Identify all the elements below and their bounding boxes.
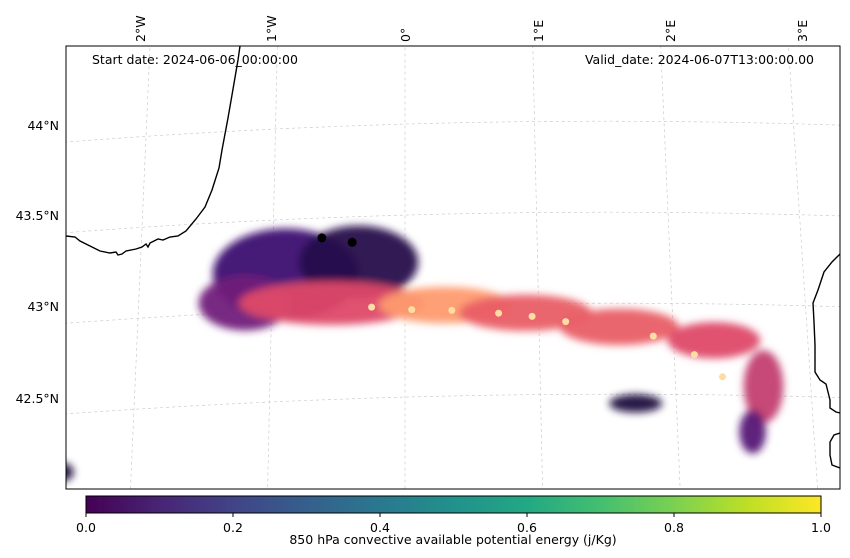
cape-region: [299, 225, 419, 299]
cape-blobs: [66, 225, 784, 481]
latitude-tick-label: 44°N: [27, 118, 59, 133]
valid-date-label: Valid_date: 2024-06-07T13:00:00.00: [585, 52, 814, 67]
longitude-tick-label: 2°W: [133, 15, 148, 42]
cape-core: [495, 309, 503, 317]
longitude-tick-label: 3°E: [795, 20, 810, 42]
colorbar-tick-label: 0.8: [664, 520, 684, 535]
station-markers: [317, 233, 357, 247]
station-marker: [347, 237, 357, 247]
parallel-line: [66, 120, 840, 143]
longitude-tick-label: 1°E: [531, 20, 546, 42]
colorbar-tick-label: 0.2: [223, 520, 243, 535]
longitude-tick-label: 0°: [398, 28, 413, 42]
colorbar-tick-label: 0.6: [517, 520, 537, 535]
cape-core: [408, 306, 416, 314]
colorbar-tick-label: 1.0: [811, 520, 831, 535]
meridian-line: [267, 46, 278, 489]
coastline-east-island: [829, 432, 840, 469]
colorbar-tick-label: 0.4: [370, 520, 390, 535]
meridian-line: [130, 46, 151, 489]
latitude-tick-labels: 44°N 43.5°N 43°N 42.5°N: [16, 118, 59, 406]
parallel-line: [66, 211, 840, 234]
colorbar: [85, 495, 822, 514]
latitude-tick-label: 42.5°N: [16, 391, 59, 406]
meridian-line: [532, 46, 543, 489]
cape-region: [667, 322, 761, 359]
longitude-tick-label: 2°E: [663, 20, 678, 42]
cape-region: [559, 308, 680, 346]
map-area: [66, 46, 840, 489]
map-frame: [65, 45, 841, 490]
cape-region: [238, 281, 425, 325]
longitude-tick-label: 1°W: [264, 15, 279, 42]
cape-core: [368, 303, 376, 311]
cape-field: [66, 225, 784, 481]
cape-core: [719, 373, 726, 381]
station-marker: [317, 233, 327, 243]
cape-region: [739, 410, 766, 454]
cape-region: [459, 294, 592, 331]
cape-region: [66, 463, 74, 481]
start-date-label: Start date: 2024-06-06_00:00:00: [92, 52, 298, 67]
cape-core: [528, 312, 536, 320]
cape-region: [743, 350, 784, 423]
longitude-tick-labels: 2°W 1°W 0° 1°E 2°E 3°E: [133, 15, 810, 42]
meridian-line: [660, 46, 681, 489]
coastline-east: [812, 253, 840, 414]
latitude-tick-label: 43°N: [27, 299, 59, 314]
parallel-line: [66, 393, 840, 415]
coastline-west: [66, 46, 241, 256]
cape-region: [609, 394, 663, 413]
meridian-line: [788, 46, 818, 489]
colorbar-label: 850 hPa convective available potential e…: [289, 532, 616, 547]
latitude-tick-label: 43.5°N: [16, 208, 59, 223]
cape-core: [448, 306, 456, 314]
cape-core: [649, 332, 657, 340]
cape-core: [562, 318, 570, 326]
colorbar-ticks: 0.0 0.2 0.4 0.6 0.8 1.0: [76, 513, 831, 535]
cape-core: [690, 351, 698, 359]
colorbar-tick-label: 0.0: [76, 520, 96, 535]
